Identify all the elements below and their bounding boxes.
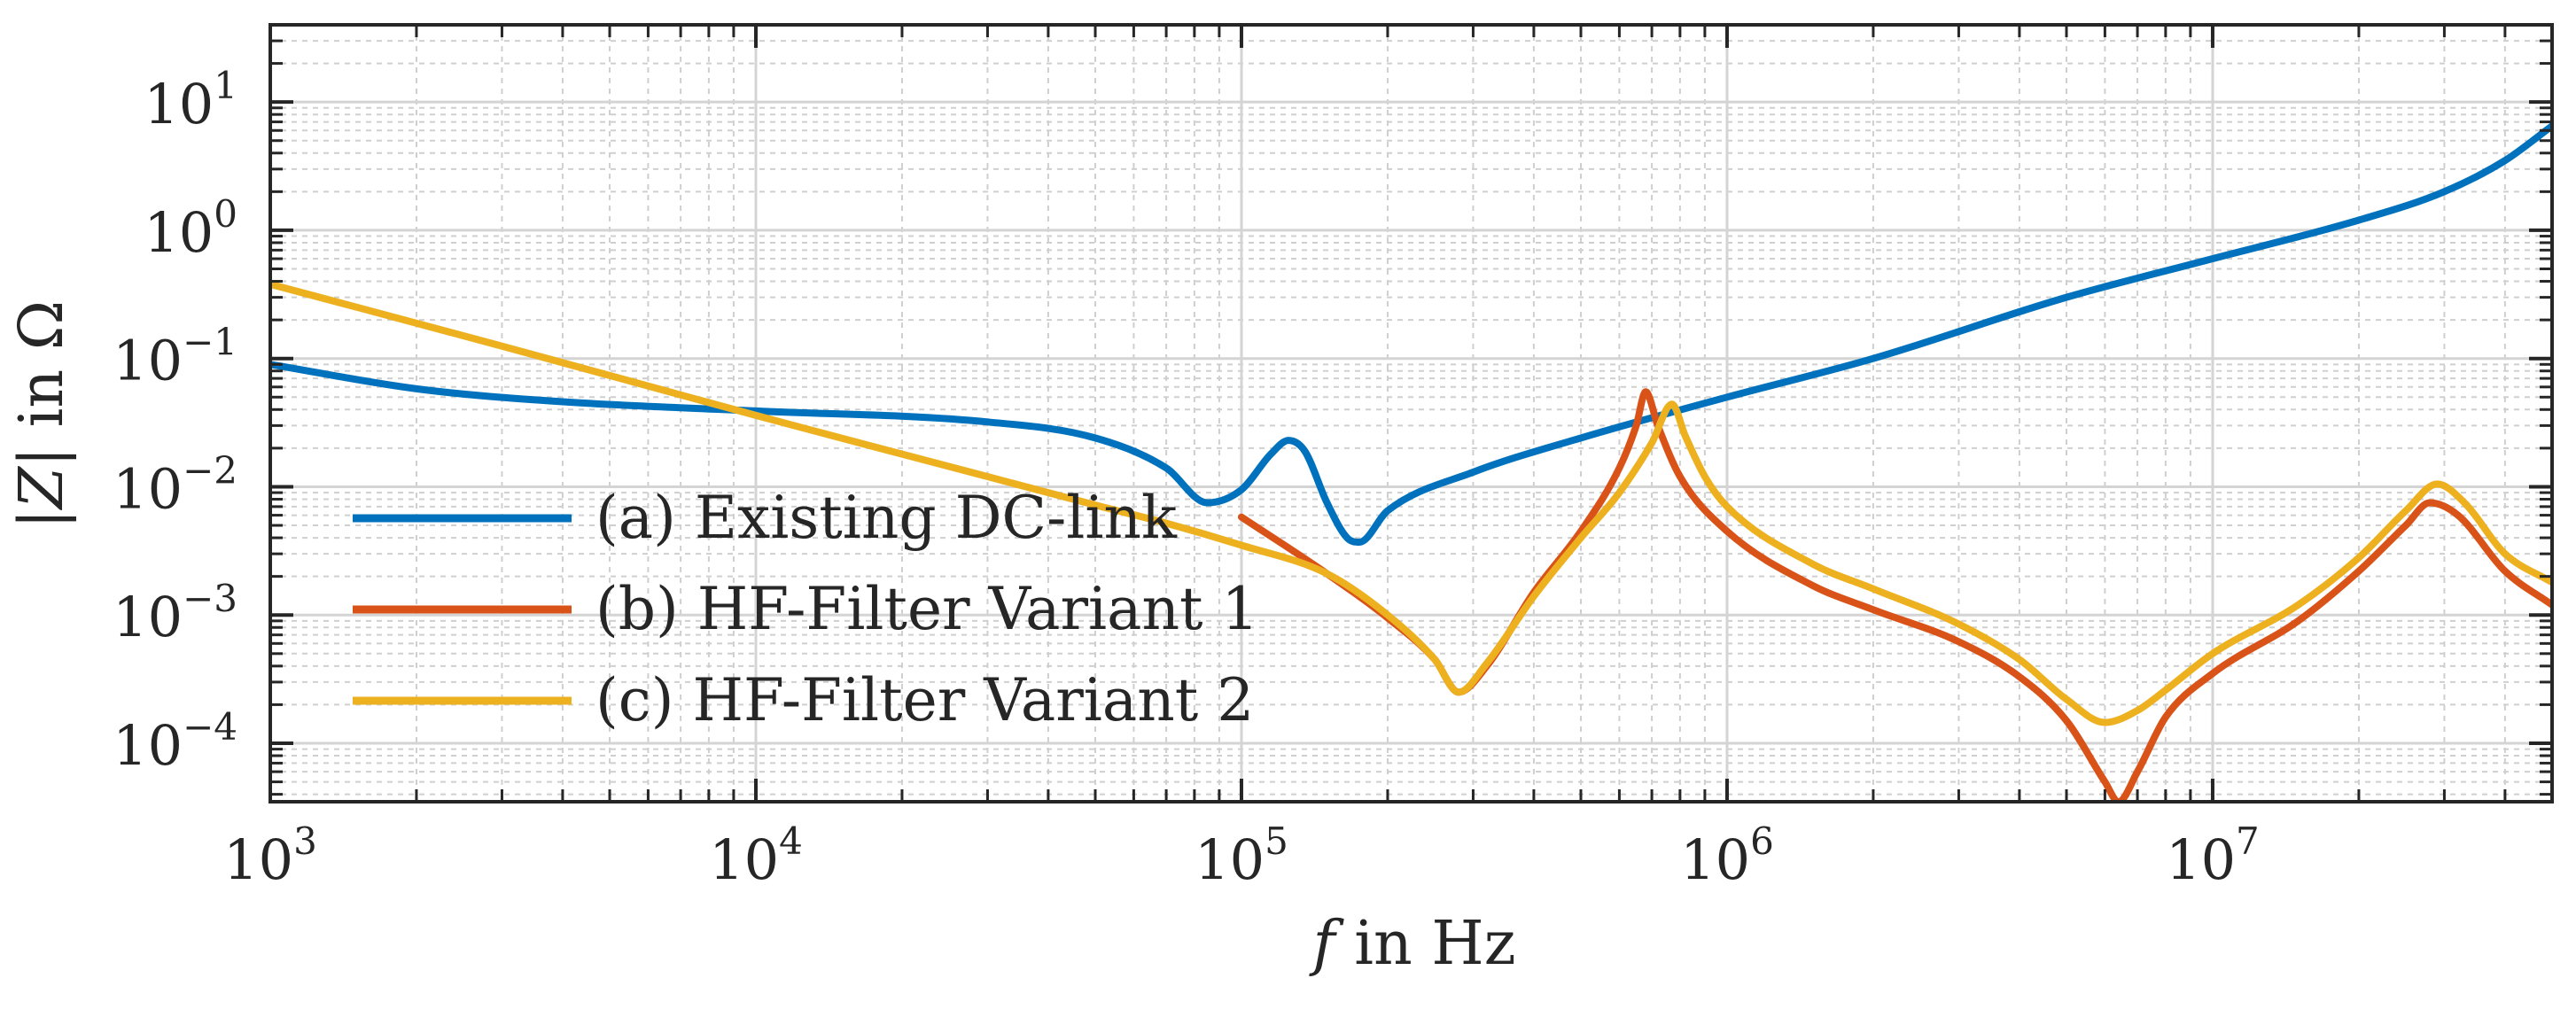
major-grid xyxy=(268,25,2552,802)
plot-frame xyxy=(268,23,2554,804)
legend-item-hf-filter-variant-1: (b) HF-Filter Variant 1 xyxy=(353,575,1259,643)
legend-label: (c) HF-Filter Variant 2 xyxy=(595,666,1254,734)
legend: (a) Existing DC-link (b) HF-Filter Varian… xyxy=(353,484,1259,734)
y-tick-label: 10−2 xyxy=(113,448,237,521)
x-tick-label: 104 xyxy=(709,819,803,892)
x-tick-labels: 103 104 105 106 107 xyxy=(223,819,2260,892)
legend-item-existing-dc-link: (a) Existing DC-link xyxy=(353,484,1178,552)
x-axis-label: f in Hz xyxy=(1308,909,1515,979)
series-line-hf-filter-variant-2 xyxy=(270,280,2552,726)
y-tick-label: 10−3 xyxy=(113,577,237,649)
tick-marks xyxy=(268,23,2554,802)
series-layer xyxy=(270,122,2552,802)
legend-item-hf-filter-variant-2: (c) HF-Filter Variant 2 xyxy=(353,666,1254,734)
legend-label: (b) HF-Filter Variant 1 xyxy=(595,575,1259,643)
x-tick-label: 107 xyxy=(2166,819,2260,892)
x-tick-label: 106 xyxy=(1680,819,1774,892)
series-line-existing-dc-link xyxy=(270,122,2552,546)
y-tick-label: 10−1 xyxy=(113,321,237,393)
x-tick-label: 105 xyxy=(1195,819,1288,892)
y-axis-label: |Z| in Ω xyxy=(7,300,77,529)
y-tick-labels: 10−4 10−3 10−2 10−1 100 101 xyxy=(113,64,237,778)
y-tick-label: 10−4 xyxy=(113,705,237,778)
legend-label: (a) Existing DC-link xyxy=(595,484,1178,552)
y-tick-label: 101 xyxy=(144,64,237,136)
y-tick-label: 100 xyxy=(144,192,237,265)
x-tick-label: 103 xyxy=(223,819,317,892)
